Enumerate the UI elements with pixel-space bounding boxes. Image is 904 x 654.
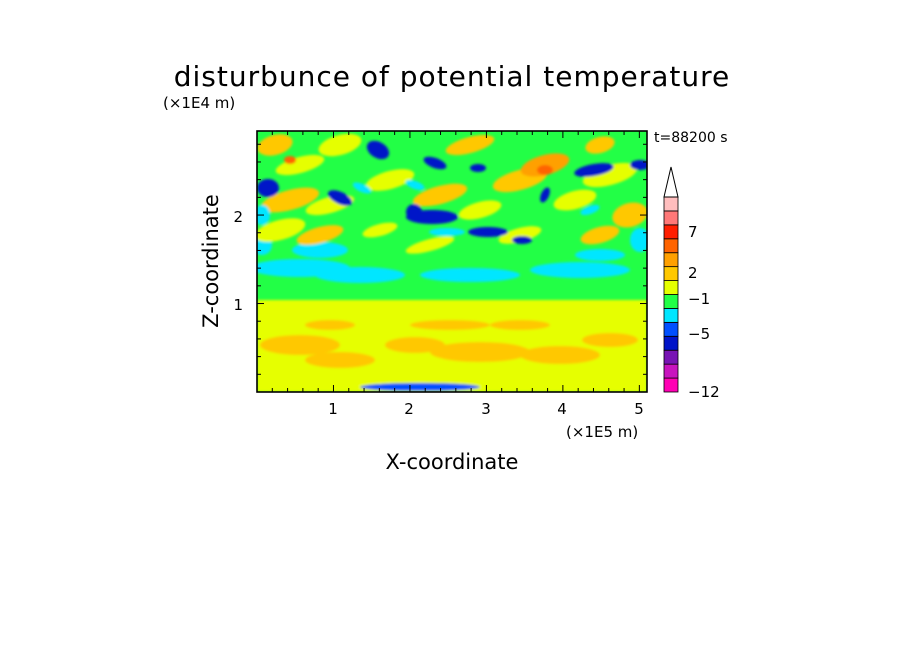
contour-region (630, 160, 647, 170)
contour-region (498, 226, 542, 244)
colorbar-swatch (663, 252, 679, 268)
contour-region (296, 225, 344, 245)
contour-region (537, 165, 553, 175)
contour-region (445, 134, 495, 156)
colorbar-swatch (663, 294, 679, 309)
y-tick-1: 1 (233, 296, 243, 314)
colorbar-label-minus1: −1 (688, 290, 710, 308)
contour-region (574, 163, 614, 177)
contour-region (352, 182, 372, 194)
contour-region (257, 134, 293, 156)
contour-region (430, 342, 530, 362)
contour-region (405, 179, 425, 191)
contour-region (585, 136, 615, 154)
x-tick-2: 2 (404, 400, 414, 418)
contour-region (429, 228, 465, 236)
y-axis-unit: (×1E4 m) (163, 94, 235, 112)
colorbar-extend-arrow (663, 166, 679, 198)
colorbar-swatch (663, 280, 679, 295)
colorbar-swatch (663, 210, 679, 226)
colorbar-swatch (663, 238, 679, 254)
colorbar-swatch (663, 377, 679, 393)
contour-region (327, 190, 353, 206)
contour-region (305, 352, 375, 368)
axis-ticks (257, 131, 647, 392)
colorbar-swatch (663, 363, 679, 379)
contour-region (530, 262, 630, 278)
contour-region (362, 222, 398, 238)
contour-region (257, 218, 306, 242)
contour-region (580, 204, 600, 216)
contour-region (553, 189, 597, 211)
contour-region (260, 187, 320, 213)
colorbar-label-minus12: −12 (688, 383, 720, 401)
contour-region (318, 133, 362, 157)
x-tick-3: 3 (481, 400, 491, 418)
x-tick-1: 1 (328, 400, 338, 418)
colorbar-label-minus5: −5 (688, 325, 710, 343)
colorbar-swatch (663, 335, 679, 351)
contour-region (406, 204, 422, 220)
contour-region (405, 236, 455, 254)
contour-region (458, 200, 502, 220)
contour-regions (257, 133, 647, 392)
contour-region (582, 162, 638, 188)
x-axis-label: X-coordinate (386, 450, 519, 474)
contour-region (540, 187, 550, 203)
x-axis-unit: (×1E5 m) (566, 423, 638, 441)
time-label: t=88200 s (654, 130, 728, 146)
contour-region (420, 268, 520, 282)
contour-region (284, 156, 296, 164)
contour-region (580, 225, 620, 245)
contour-region (275, 154, 325, 176)
colorbar-swatch (663, 196, 679, 212)
plot-frame (256, 130, 648, 393)
contour-region (612, 202, 647, 228)
contour-region (257, 300, 647, 308)
colorbar-swatch (663, 349, 679, 365)
y-axis-label: Z-coordinate (199, 194, 223, 328)
contour-region (582, 333, 638, 347)
y-tick-2: 2 (233, 208, 243, 226)
chart-title: disturbunce of potential temperature (174, 60, 731, 93)
contour-region (470, 164, 486, 172)
contour-region (575, 249, 625, 261)
contour-region (385, 337, 445, 353)
x-tick-4: 4 (557, 400, 567, 418)
colorbar-label-2: 2 (688, 264, 698, 282)
contour-region (257, 179, 279, 197)
colorbar-swatch (663, 224, 679, 240)
colorbar-swatch (663, 321, 679, 337)
contour-region (305, 320, 355, 330)
contour-region (468, 227, 508, 237)
colorbar-label-7: 7 (688, 223, 698, 241)
contour-region (512, 236, 532, 244)
contour-region (630, 228, 647, 252)
colorbar-swatch (663, 308, 679, 323)
contour-region (365, 169, 415, 191)
contour-region (260, 335, 340, 355)
contour-region (292, 242, 348, 258)
colorbar-swatch (663, 266, 679, 281)
contour-region (520, 346, 600, 364)
colorbar (663, 166, 679, 393)
contour-region (360, 383, 480, 391)
contour-region (410, 320, 490, 330)
contour-region (423, 156, 447, 170)
contour-field (257, 131, 647, 392)
x-tick-5: 5 (634, 400, 644, 418)
contour-region (490, 320, 550, 330)
contour-region (412, 183, 468, 207)
contour-region (366, 140, 390, 160)
contour-region (315, 267, 405, 283)
